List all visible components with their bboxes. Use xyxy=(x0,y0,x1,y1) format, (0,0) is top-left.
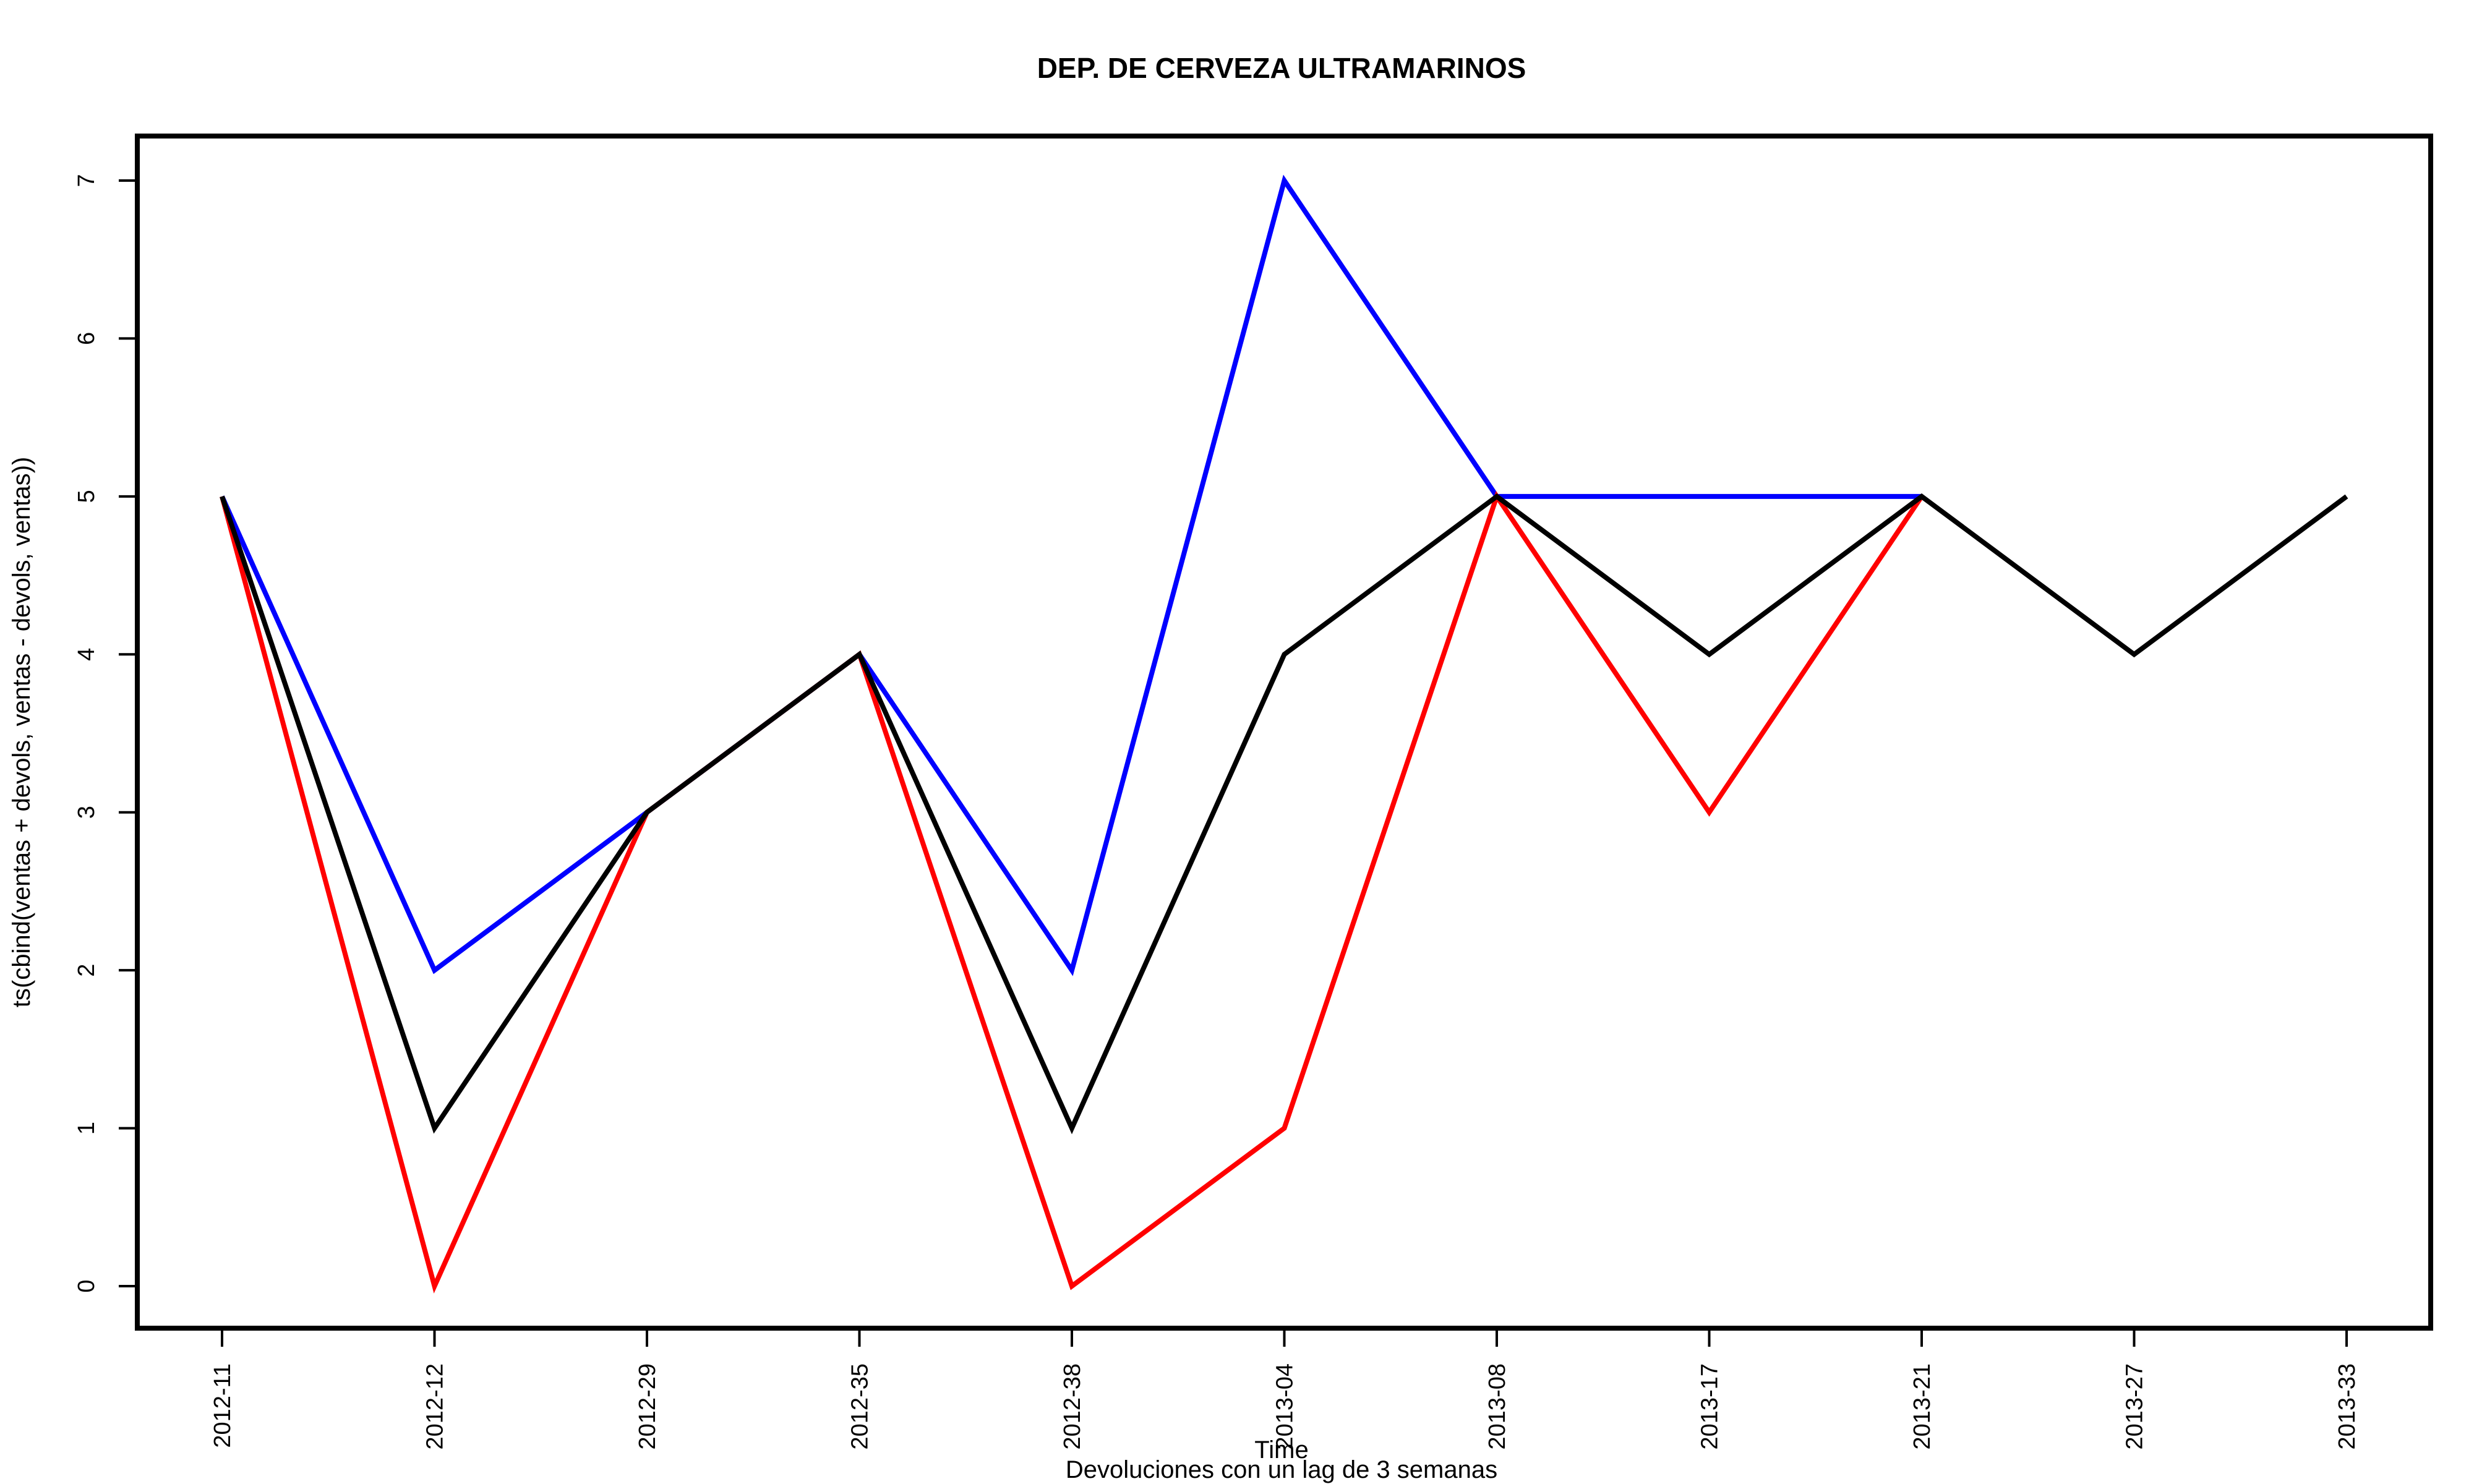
y-axis: 0 1 2 3 4 5 6 7 xyxy=(74,174,137,1293)
y-tick-label: 3 xyxy=(74,806,100,819)
y-tick-label: 2 xyxy=(74,964,100,977)
x-tick-label: 2013-27 xyxy=(2122,1363,2148,1449)
x-tick-label: 2012-29 xyxy=(635,1363,661,1449)
x-tick-label: 2013-08 xyxy=(1484,1363,1510,1449)
y-tick-label: 7 xyxy=(74,174,100,187)
y-tick-label: 0 xyxy=(74,1279,100,1292)
chart-subtitle: Devoluciones con un lag de 3 semanas xyxy=(1066,1456,1497,1483)
y-tick-label: 5 xyxy=(74,490,100,503)
y-axis-label: ts(cbind(ventas + devols, ventas - devol… xyxy=(8,457,35,1007)
y-tick-label: 1 xyxy=(74,1122,100,1135)
series-layer xyxy=(220,174,2348,1294)
y-tick-label: 6 xyxy=(74,332,100,345)
series-line-2 xyxy=(220,490,1924,1294)
x-tick-label: 2012-38 xyxy=(1059,1363,1085,1449)
series-line-3 xyxy=(220,493,2348,1135)
x-tick-label: 2012-35 xyxy=(847,1363,873,1449)
x-axis: 2012-11 2012-12 2012-29 2012-35 2012-38 2013-… xyxy=(210,1328,2360,1449)
x-tick-label: 2013-33 xyxy=(2334,1363,2360,1449)
x-axis-label: Time xyxy=(1254,1436,1308,1464)
x-tick-label: 2012-11 xyxy=(210,1363,236,1448)
x-tick-label: 2013-21 xyxy=(1909,1363,1935,1449)
series-line-1 xyxy=(220,174,1922,976)
chart-title: DEP. DE CERVEZA ULTRAMARINOS xyxy=(1037,52,1526,84)
plot-frame xyxy=(135,134,2433,1331)
x-tick-label: 2013-17 xyxy=(1697,1363,1723,1449)
y-tick-label: 4 xyxy=(74,648,100,661)
x-tick-label: 2013-04 xyxy=(1272,1363,1298,1449)
x-tick-label: 2012-12 xyxy=(422,1363,448,1449)
